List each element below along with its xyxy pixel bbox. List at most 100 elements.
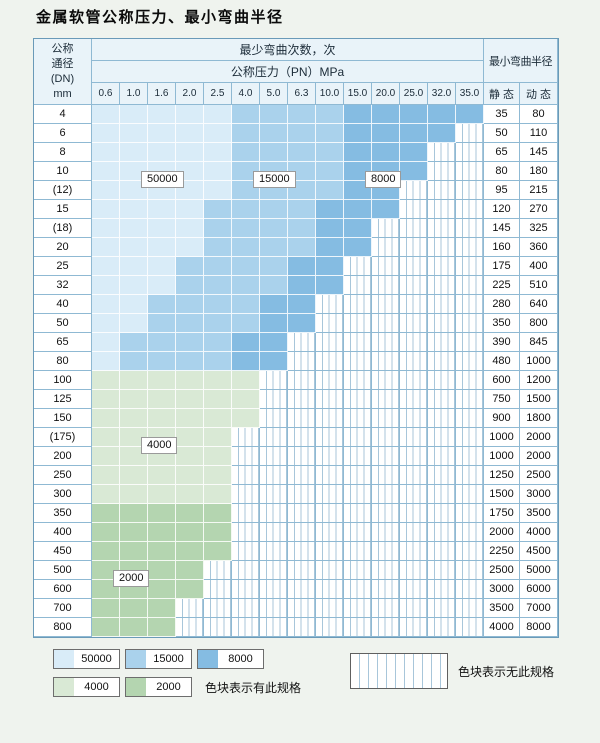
cell-no-spec <box>204 599 232 618</box>
static-cell: 2250 <box>484 542 520 561</box>
cell-spec <box>204 390 232 409</box>
legend-item: 50000 <box>53 649 120 669</box>
cell-no-spec <box>344 314 372 333</box>
cell-spec <box>148 143 176 162</box>
cell-spec <box>316 143 344 162</box>
table-row: 8 65 145 <box>34 143 558 162</box>
table-row: 100 600 1200 <box>34 371 558 390</box>
cell-spec <box>148 409 176 428</box>
cell-spec <box>148 504 176 523</box>
cell-no-spec <box>428 181 456 200</box>
cell-spec <box>148 466 176 485</box>
cell-no-spec <box>428 447 456 466</box>
cell-spec <box>204 485 232 504</box>
cell-spec <box>92 238 120 257</box>
legend-item: 15000 <box>125 649 192 669</box>
static-cell: 1500 <box>484 485 520 504</box>
cell-no-spec <box>428 219 456 238</box>
static-cell: 160 <box>484 238 520 257</box>
cell-no-spec <box>456 390 484 409</box>
cell-spec <box>120 561 148 580</box>
cell-spec <box>344 238 372 257</box>
cell-spec <box>344 143 372 162</box>
cell-no-spec <box>400 428 428 447</box>
dynamic-cell: 6000 <box>520 580 558 599</box>
cell-spec <box>92 428 120 447</box>
cell-spec <box>148 276 176 295</box>
cell-no-spec <box>456 276 484 295</box>
static-cell: 65 <box>484 143 520 162</box>
spec-table: 公称 通径 (DN) mm 最少弯曲次数，次 最小弯曲半径 公称压力（PN）MP… <box>33 38 559 638</box>
cell-spec <box>120 523 148 542</box>
cell-no-spec <box>232 447 260 466</box>
cell-spec <box>120 333 148 352</box>
cell-spec <box>92 580 120 599</box>
cell-spec <box>288 181 316 200</box>
dn-cell: 65 <box>34 333 92 352</box>
dn-cell: 20 <box>34 238 92 257</box>
cell-no-spec <box>428 314 456 333</box>
cell-spec <box>260 238 288 257</box>
cell-spec <box>204 124 232 143</box>
cell-spec <box>260 105 288 124</box>
cell-spec <box>204 447 232 466</box>
cell-spec <box>92 371 120 390</box>
cell-no-spec <box>400 409 428 428</box>
cell-no-spec <box>316 447 344 466</box>
cell-spec <box>260 276 288 295</box>
cell-spec <box>120 200 148 219</box>
cell-spec <box>176 162 204 181</box>
cell-spec <box>120 447 148 466</box>
cell-no-spec <box>316 314 344 333</box>
cell-no-spec <box>456 200 484 219</box>
cell-spec <box>92 352 120 371</box>
cell-spec <box>288 105 316 124</box>
cell-spec <box>148 371 176 390</box>
cell-no-spec <box>372 561 400 580</box>
cell-spec <box>372 105 400 124</box>
cell-spec <box>260 352 288 371</box>
cell-no-spec <box>176 618 204 637</box>
cell-spec <box>204 409 232 428</box>
cell-spec <box>120 238 148 257</box>
cell-no-spec <box>260 447 288 466</box>
cell-no-spec <box>232 618 260 637</box>
cell-spec <box>232 390 260 409</box>
page-title: 金属软管公称压力、最小弯曲半径 <box>36 9 284 26</box>
cell-no-spec <box>232 523 260 542</box>
table-row: 40 280 640 <box>34 295 558 314</box>
cell-spec <box>176 295 204 314</box>
cell-no-spec <box>456 181 484 200</box>
cell-spec <box>92 599 120 618</box>
cell-spec <box>148 580 176 599</box>
cell-no-spec <box>400 390 428 409</box>
cell-no-spec <box>372 314 400 333</box>
cell-no-spec <box>288 580 316 599</box>
cell-no-spec <box>456 447 484 466</box>
cell-no-spec <box>344 447 372 466</box>
cell-no-spec <box>372 390 400 409</box>
cell-no-spec <box>400 561 428 580</box>
cell-spec <box>400 143 428 162</box>
table-row: 80 480 1000 <box>34 352 558 371</box>
static-cell: 600 <box>484 371 520 390</box>
cell-no-spec <box>260 485 288 504</box>
cell-no-spec <box>372 352 400 371</box>
cell-spec <box>120 314 148 333</box>
cell-no-spec <box>344 371 372 390</box>
cell-no-spec <box>428 580 456 599</box>
cell-spec <box>148 485 176 504</box>
cell-spec <box>400 105 428 124</box>
cell-no-spec <box>400 466 428 485</box>
cell-spec <box>120 162 148 181</box>
pressure-col-header: 5.0 <box>260 83 288 105</box>
cell-no-spec <box>456 618 484 637</box>
dynamic-cell: 800 <box>520 314 558 333</box>
cell-no-spec <box>204 618 232 637</box>
cell-no-spec <box>316 409 344 428</box>
pressure-col-header: 2.0 <box>176 83 204 105</box>
table-row: 125 750 1500 <box>34 390 558 409</box>
dn-cell: 500 <box>34 561 92 580</box>
cell-spec <box>176 105 204 124</box>
cell-no-spec <box>400 542 428 561</box>
